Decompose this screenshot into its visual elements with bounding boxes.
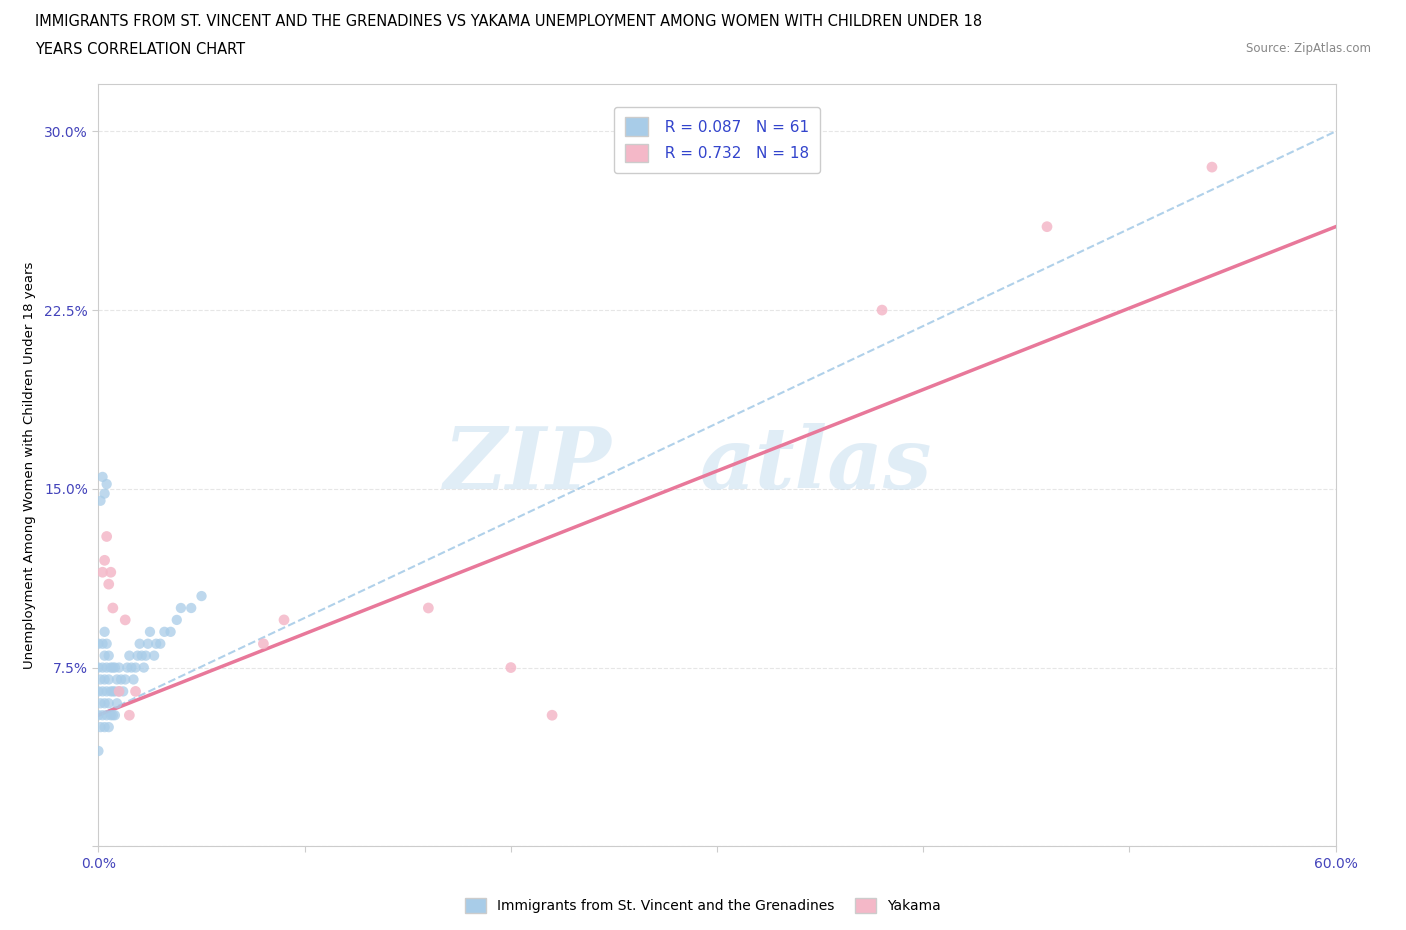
Point: [96, 684, 118, 698]
Point: [101, 601, 124, 616]
Point: [87, 744, 110, 759]
Point: [100, 565, 122, 579]
Point: [87, 636, 110, 651]
Point: [93, 720, 115, 735]
Point: [93, 624, 115, 639]
Point: [112, 684, 135, 698]
Legend:   R = 0.087   N = 61,   R = 0.732   N = 18: R = 0.087 N = 61, R = 0.732 N = 18: [614, 107, 820, 173]
Point: [114, 672, 136, 687]
Point: [149, 636, 172, 651]
Point: [97, 648, 120, 663]
Point: [100, 708, 122, 723]
Point: [105, 696, 128, 711]
Point: [1036, 219, 1059, 234]
Point: [143, 648, 166, 663]
Text: Source: ZipAtlas.com: Source: ZipAtlas.com: [1246, 42, 1371, 55]
Point: [93, 648, 115, 663]
Point: [104, 660, 127, 675]
Point: [101, 708, 124, 723]
Point: [91, 684, 114, 698]
Point: [128, 636, 150, 651]
Point: [132, 660, 155, 675]
Point: [145, 636, 167, 651]
Point: [97, 672, 120, 687]
Point: [110, 672, 132, 687]
Point: [101, 660, 124, 675]
Y-axis label: Unemployment Among Women with Children Under 18 years: Unemployment Among Women with Children U…: [22, 261, 35, 669]
Point: [87, 708, 110, 723]
Point: [170, 601, 193, 616]
Point: [100, 684, 122, 698]
Point: [89, 720, 111, 735]
Point: [108, 684, 131, 698]
Point: [118, 648, 141, 663]
Point: [89, 493, 111, 508]
Point: [127, 648, 149, 663]
Point: [96, 660, 118, 675]
Point: [91, 708, 114, 723]
Point: [104, 684, 127, 698]
Point: [97, 720, 120, 735]
Point: [91, 660, 114, 675]
Point: [1201, 160, 1223, 175]
Point: [93, 696, 115, 711]
Point: [273, 613, 295, 628]
Point: [96, 636, 118, 651]
Point: [96, 477, 118, 492]
Point: [91, 636, 114, 651]
Point: [89, 696, 111, 711]
Text: ZIP: ZIP: [444, 423, 612, 507]
Point: [105, 672, 128, 687]
Point: [87, 660, 110, 675]
Point: [108, 684, 131, 698]
Point: [159, 624, 181, 639]
Point: [104, 708, 127, 723]
Point: [96, 708, 118, 723]
Point: [101, 684, 124, 698]
Point: [139, 624, 162, 639]
Point: [120, 660, 142, 675]
Point: [124, 660, 146, 675]
Point: [100, 660, 122, 675]
Point: [153, 624, 176, 639]
Point: [108, 660, 131, 675]
Point: [252, 636, 274, 651]
Point: [870, 302, 893, 317]
Point: [124, 684, 146, 698]
Point: [114, 613, 136, 628]
Point: [87, 684, 110, 698]
Point: [180, 601, 202, 616]
Text: atlas: atlas: [700, 423, 932, 507]
Point: [190, 589, 212, 604]
Point: [89, 672, 111, 687]
Point: [122, 672, 145, 687]
Point: [93, 486, 115, 501]
Point: [418, 601, 440, 616]
Legend: Immigrants from St. Vincent and the Grenadines, Yakama: Immigrants from St. Vincent and the Gren…: [460, 892, 946, 919]
Point: [136, 636, 159, 651]
Point: [93, 672, 115, 687]
Point: [97, 696, 120, 711]
Point: [135, 648, 157, 663]
Point: [117, 660, 139, 675]
Point: [97, 577, 120, 591]
Text: IMMIGRANTS FROM ST. VINCENT AND THE GRENADINES VS YAKAMA UNEMPLOYMENT AMONG WOME: IMMIGRANTS FROM ST. VINCENT AND THE GREN…: [35, 14, 983, 29]
Point: [91, 565, 114, 579]
Point: [166, 613, 188, 628]
Point: [131, 648, 153, 663]
Text: YEARS CORRELATION CHART: YEARS CORRELATION CHART: [35, 42, 245, 57]
Point: [499, 660, 522, 675]
Point: [91, 470, 114, 485]
Point: [96, 529, 118, 544]
Point: [93, 553, 115, 568]
Point: [541, 708, 564, 723]
Point: [118, 708, 141, 723]
